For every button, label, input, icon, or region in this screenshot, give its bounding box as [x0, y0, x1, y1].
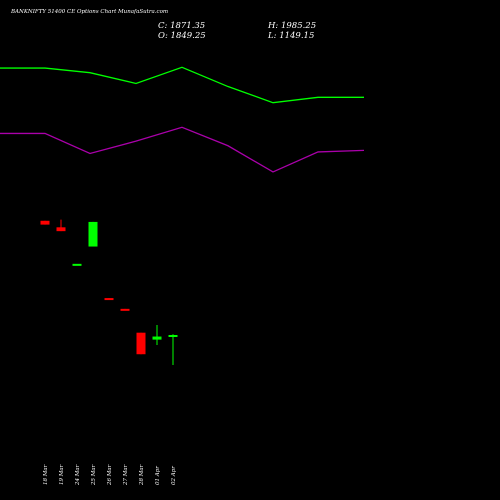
x-tick-label: 18 Mar: [43, 464, 49, 485]
x-tick-label: 26 Mar: [107, 464, 113, 486]
chart-title: BANKNIFTY 51400 CE Options Chart MunafaS…: [11, 9, 169, 15]
open-value: O: 1849.25: [158, 31, 206, 41]
candle-body: [40, 220, 50, 225]
close-value: C: 1871.35: [158, 21, 206, 31]
candle-body: [136, 332, 146, 355]
upper-band-line: [0, 66, 364, 104]
x-tick-label: 01 Apr: [155, 466, 161, 485]
high-value: H: 1985.25: [268, 21, 317, 31]
low-value: L: 1149.15: [268, 31, 315, 41]
candle-body: [120, 308, 130, 311]
candle-body: [88, 221, 98, 247]
candle-body: [104, 298, 114, 301]
x-tick-label: 02 Apr: [171, 466, 177, 485]
candle-body: [168, 335, 178, 337]
lower-band-line: [0, 126, 365, 173]
candle-body: [152, 336, 162, 340]
x-tick-label: 27 Mar: [123, 464, 129, 486]
x-tick-label: 19 Mar: [59, 464, 65, 485]
candle-body: [56, 227, 66, 232]
x-tick-label: 28 Mar: [139, 464, 145, 486]
x-tick-label: 25 Mar: [91, 464, 97, 486]
candle-body: [72, 263, 82, 266]
x-tick-label: 24 Mar: [75, 464, 81, 486]
